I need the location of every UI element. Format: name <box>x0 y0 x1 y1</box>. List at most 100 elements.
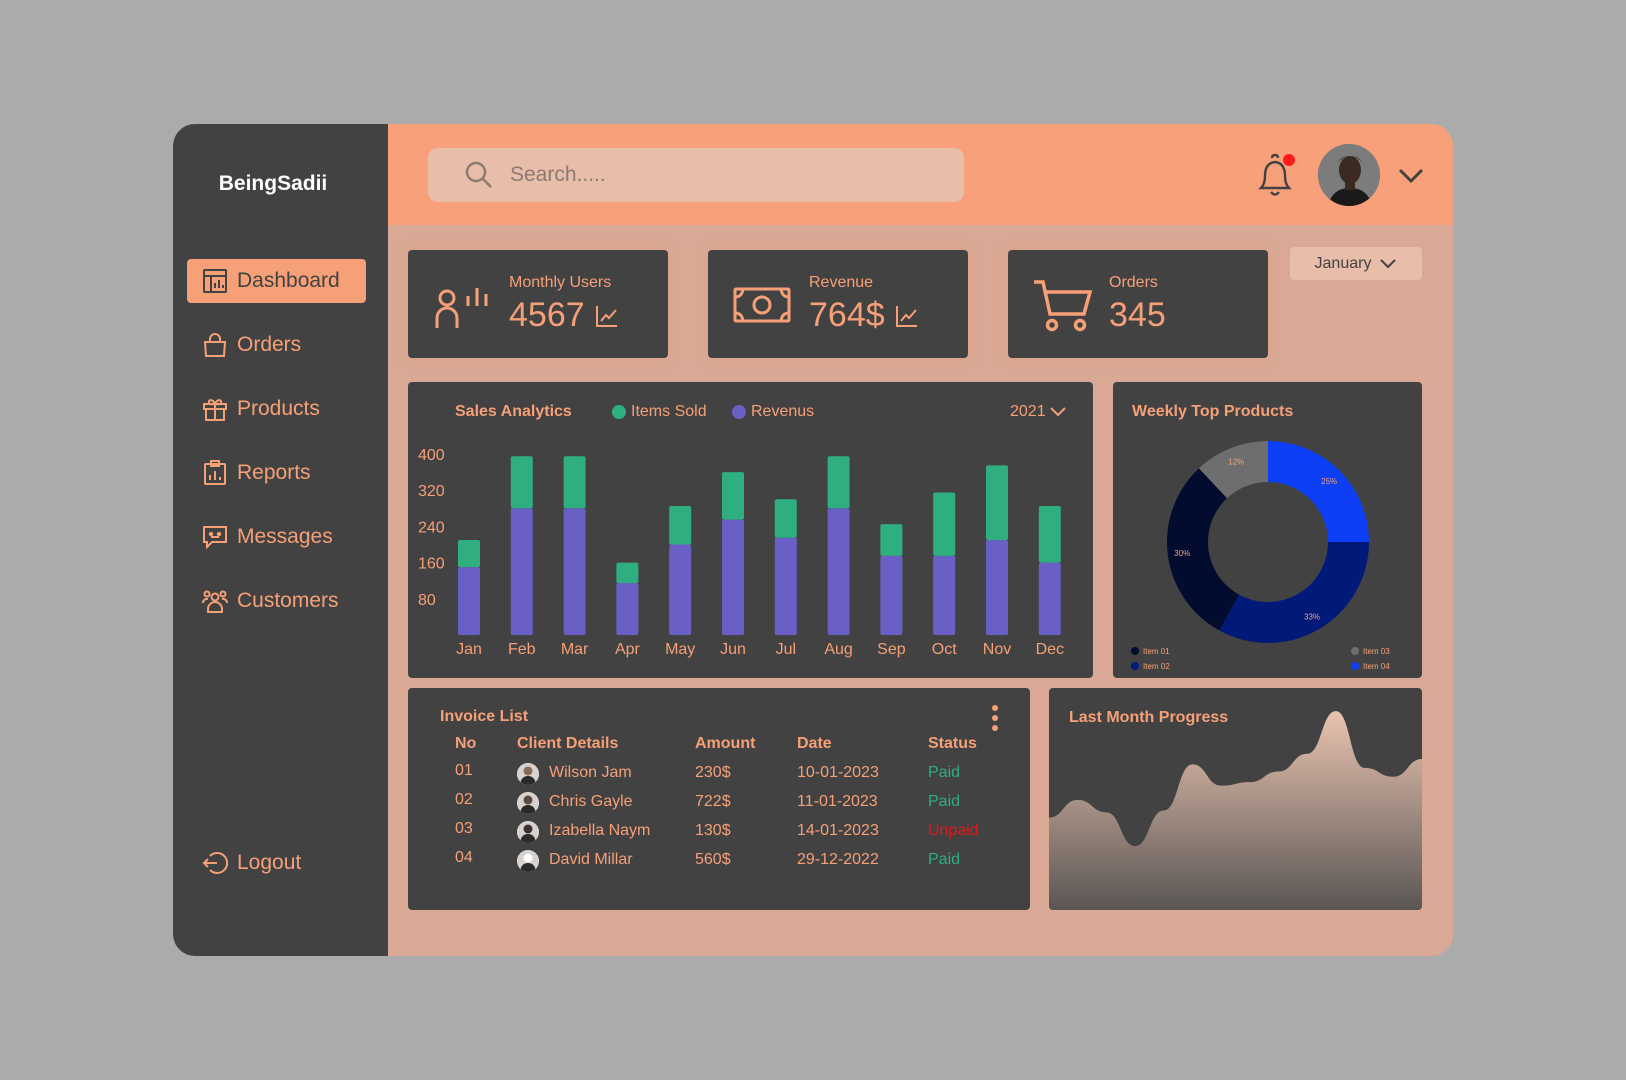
legend-dot <box>612 405 626 419</box>
trend-up-icon <box>595 305 617 327</box>
more-options-icon[interactable] <box>988 704 1002 734</box>
x-tick-label: Aug <box>824 641 852 658</box>
bar-revenus <box>722 519 744 635</box>
stat-value: 345 <box>1109 296 1166 335</box>
progress-area <box>1049 711 1422 910</box>
invoice-amount: 230$ <box>695 764 731 781</box>
bar-revenus <box>616 582 639 635</box>
invoice-status-badge: Paid <box>928 851 961 868</box>
bar-revenus <box>563 508 586 635</box>
chevron-down-icon[interactable] <box>1396 160 1426 190</box>
x-tick-label: Mar <box>561 641 589 658</box>
nav-label-messages: Messages <box>237 525 333 548</box>
stat-card-monthly-users: Monthly Users 4567 <box>408 250 668 358</box>
nav-label-orders: Orders <box>237 333 302 356</box>
y-tick-label: 160 <box>418 556 445 573</box>
top-bar <box>388 124 1453 225</box>
notification-dot <box>1283 154 1295 166</box>
legend-label: Item 04 <box>1363 662 1390 671</box>
nav-label-products: Products <box>237 397 320 420</box>
bar-revenus <box>1038 562 1061 635</box>
x-tick-label: May <box>665 641 695 658</box>
client-avatar <box>517 821 539 843</box>
y-tick-label: 240 <box>418 519 445 536</box>
donut-slice-item-01 <box>1167 468 1240 631</box>
legend-revenue: Revenus <box>732 403 814 421</box>
dashboard-window: BeingSadii Dashboard Orders Products Rep… <box>173 124 1453 956</box>
invoice-no: 02 <box>455 791 473 808</box>
bar-items-sold <box>510 456 533 509</box>
client-avatar <box>517 850 539 872</box>
bar-revenus <box>774 537 797 635</box>
bar-revenus <box>510 508 533 635</box>
bar-revenus <box>669 544 692 635</box>
bar-revenus <box>933 555 956 635</box>
bar-items-sold <box>774 499 797 538</box>
invoice-no: 03 <box>455 820 473 837</box>
search-input[interactable] <box>510 163 910 187</box>
user-avatar[interactable] <box>1318 144 1380 206</box>
legend-label: Item 02 <box>1143 662 1170 671</box>
legend-label: Item 03 <box>1363 647 1390 656</box>
donut-slice-label: 12% <box>1228 458 1244 467</box>
y-tick-label: 400 <box>418 447 445 464</box>
weekly-top-products-panel: Weekly Top Products 12% 25% 33% 30% Item 01 I… <box>1113 382 1422 678</box>
donut-slice-item-02 <box>1219 542 1369 643</box>
legend-label: Revenus <box>751 403 815 420</box>
nav-item-orders[interactable]: Orders <box>187 323 366 367</box>
stat-label: Monthly Users <box>509 274 612 291</box>
bar-items-sold <box>563 456 586 509</box>
x-tick-label: Apr <box>615 641 641 658</box>
nav-item-messages[interactable]: Messages <box>187 515 366 559</box>
invoice-list-panel: Invoice List No Client Details Amount Da… <box>408 688 1030 910</box>
nav-item-products[interactable]: Products <box>187 387 366 431</box>
donut-chart: 12% 25% 33% 30% Item 01 Item 02 Item 03 Item 04 <box>1131 441 1390 671</box>
user-chart-icon <box>435 288 488 328</box>
bar-items-sold <box>827 456 850 509</box>
invoice-status-badge: Paid <box>928 764 961 781</box>
x-tick-label: Jan <box>456 641 482 658</box>
year-dropdown[interactable]: 2021 <box>1010 403 1066 421</box>
legend-label: Items Sold <box>631 403 707 420</box>
stat-value-text: 4567 <box>509 296 585 334</box>
invoice-header-no: No <box>455 735 477 752</box>
stat-label: Revenue <box>809 274 874 291</box>
client-avatar <box>517 792 539 814</box>
user-avatar-image <box>1318 144 1380 206</box>
invoice-list-title: Invoice List <box>440 708 529 725</box>
search-bar[interactable] <box>428 148 964 202</box>
bar-items-sold <box>722 472 744 520</box>
bar-items-sold <box>669 506 692 545</box>
bar-items-sold <box>616 562 639 583</box>
nav-item-customers[interactable]: Customers <box>187 579 366 623</box>
shopping-cart-icon <box>1034 280 1093 332</box>
month-dropdown[interactable]: January <box>1290 247 1422 280</box>
invoice-date: 10-01-2023 <box>797 764 879 781</box>
invoice-header-amount: Amount <box>695 735 756 752</box>
report-icon <box>201 459 229 487</box>
sales-analytics-title: Sales Analytics <box>455 403 572 420</box>
last-month-progress-title: Last Month Progress <box>1069 709 1229 726</box>
nav-item-dashboard[interactable]: Dashboard <box>187 259 366 303</box>
search-icon <box>465 161 492 188</box>
nav-label-dashboard: Dashboard <box>237 269 340 292</box>
shopping-bag-icon <box>201 331 229 359</box>
donut-slice-label: 33% <box>1304 612 1320 621</box>
legend-dot <box>1351 662 1359 670</box>
sidebar: BeingSadii Dashboard Orders Products Rep… <box>173 124 388 956</box>
y-tick-label: 320 <box>418 483 445 500</box>
stat-value: 4567 <box>509 296 619 335</box>
nav-item-reports[interactable]: Reports <box>187 451 366 495</box>
donut-slice-item-03 <box>1198 441 1268 499</box>
invoice-no: 01 <box>455 762 473 779</box>
bar-revenus <box>986 539 1008 635</box>
trend-up-icon <box>895 305 917 327</box>
invoice-client: David Millar <box>549 851 633 868</box>
bell-icon[interactable] <box>1254 152 1298 198</box>
gift-icon <box>201 395 229 423</box>
y-tick-label: 80 <box>418 592 436 609</box>
stat-label: Orders <box>1109 274 1158 291</box>
invoice-amount: 722$ <box>695 793 731 810</box>
x-tick-label: Nov <box>983 641 1011 658</box>
logout-button[interactable]: Logout <box>187 841 366 885</box>
